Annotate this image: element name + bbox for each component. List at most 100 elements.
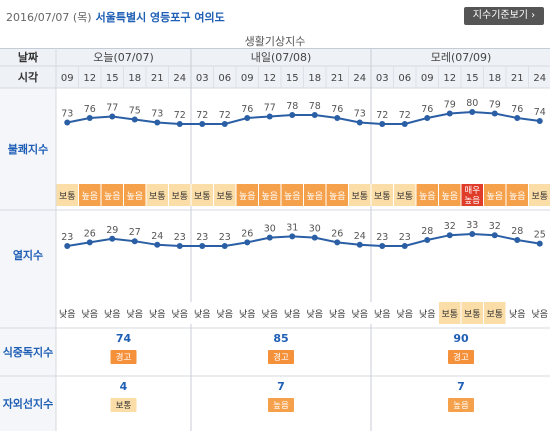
level-cell bbox=[349, 302, 371, 324]
data-point bbox=[446, 232, 453, 239]
level-cell bbox=[529, 184, 550, 206]
level-label: 높음 bbox=[329, 191, 346, 202]
level-label: 높음 bbox=[306, 191, 323, 202]
food-level-label: 경고 bbox=[453, 352, 469, 363]
data-point bbox=[401, 121, 408, 127]
data-point bbox=[469, 109, 476, 115]
hour-cell: 21 bbox=[511, 73, 524, 84]
value-label: 78 bbox=[286, 101, 298, 112]
food-value: 90 bbox=[453, 332, 469, 345]
data-point bbox=[514, 115, 521, 121]
date-column-label: 날짜 bbox=[18, 50, 39, 64]
level-label: 낮음 bbox=[194, 309, 211, 320]
value-label: 32 bbox=[489, 221, 501, 232]
data-point bbox=[424, 115, 431, 121]
level-label: 낮음 bbox=[216, 309, 233, 320]
value-label: 23 bbox=[376, 232, 388, 243]
level-cell bbox=[394, 302, 416, 324]
value-label: 23 bbox=[61, 232, 73, 243]
data-point bbox=[221, 121, 228, 127]
level-label: 높음 bbox=[441, 191, 458, 202]
hour-cell: 15 bbox=[106, 73, 119, 84]
hour-cell: 24 bbox=[173, 73, 186, 84]
value-label: 23 bbox=[174, 232, 186, 243]
uv-level-label: 보통 bbox=[116, 401, 132, 411]
level-cell bbox=[236, 184, 258, 206]
level-cell bbox=[101, 184, 123, 206]
level-label: 보통 bbox=[59, 191, 76, 202]
data-point bbox=[64, 243, 71, 249]
level-label: 보통 bbox=[396, 191, 413, 202]
value-label: 77 bbox=[264, 103, 276, 114]
hour-cell: 21 bbox=[151, 73, 164, 84]
level-cell bbox=[169, 184, 191, 206]
value-label: 76 bbox=[84, 104, 96, 115]
data-point bbox=[199, 243, 206, 249]
level-label: 낮음 bbox=[171, 309, 188, 320]
level-label: 높음 bbox=[509, 191, 526, 202]
value-label: 77 bbox=[106, 103, 118, 114]
level-cell bbox=[259, 302, 281, 324]
data-point bbox=[514, 237, 521, 243]
level-cell bbox=[214, 184, 236, 206]
level-cell bbox=[236, 302, 258, 324]
food-poisoning-index-label: 식중독지수 bbox=[3, 345, 54, 359]
data-point bbox=[311, 112, 318, 118]
hour-cell: 12 bbox=[83, 73, 96, 84]
level-cell bbox=[124, 184, 146, 206]
value-label: 73 bbox=[354, 109, 366, 120]
level-cell bbox=[79, 302, 101, 324]
data-point bbox=[311, 234, 318, 241]
hour-cell: 24 bbox=[353, 73, 366, 84]
level-cell bbox=[191, 184, 213, 206]
value-label: 26 bbox=[241, 228, 253, 239]
value-label: 74 bbox=[534, 107, 546, 118]
data-point bbox=[289, 233, 296, 240]
level-label: 낮음 bbox=[81, 309, 98, 320]
value-label: 27 bbox=[129, 227, 141, 238]
level-label: 낮음 bbox=[59, 309, 76, 320]
uv-level-badge bbox=[268, 398, 294, 412]
hour-cell: 12 bbox=[443, 73, 456, 84]
level-label: 낮음 bbox=[374, 309, 391, 320]
data-point bbox=[334, 115, 341, 121]
data-point bbox=[86, 239, 93, 246]
data-point bbox=[176, 243, 183, 249]
level-label: 낮음 bbox=[419, 309, 436, 320]
hour-cell: 15 bbox=[286, 73, 299, 84]
level-cell bbox=[281, 184, 303, 206]
value-label: 75 bbox=[129, 106, 141, 117]
hour-cell: 15 bbox=[466, 73, 479, 84]
uv-level-label: 높음 bbox=[273, 401, 289, 411]
hour-cell: 09 bbox=[421, 73, 434, 84]
level-label: 낮음 bbox=[509, 309, 526, 320]
level-cell bbox=[214, 302, 236, 324]
level-cell bbox=[461, 184, 483, 206]
value-label: 76 bbox=[331, 104, 343, 115]
data-point bbox=[446, 110, 453, 117]
level-label: 낮음 bbox=[284, 309, 301, 320]
index-criteria-button[interactable]: 지수기준보기 › bbox=[464, 7, 544, 25]
data-point bbox=[401, 243, 408, 249]
food-level-badge bbox=[110, 350, 137, 364]
data-point bbox=[221, 243, 228, 249]
level-cell bbox=[281, 302, 303, 324]
data-point bbox=[109, 113, 116, 120]
uv-value: 7 bbox=[277, 380, 285, 393]
value-label: 79 bbox=[444, 100, 456, 111]
level-cell bbox=[349, 184, 371, 206]
value-label: 31 bbox=[286, 222, 298, 233]
value-label: 28 bbox=[421, 226, 433, 237]
level-cell bbox=[146, 302, 168, 324]
location-label: 서울특별시 영등포구 여의도 bbox=[95, 11, 225, 24]
forecast-date-line: 2016/07/07 (목) 서울특별시 영등포구 여의도 bbox=[6, 9, 225, 25]
level-cell bbox=[304, 184, 326, 206]
value-label: 72 bbox=[376, 110, 388, 121]
table-caption: 생활기상지수 bbox=[244, 35, 306, 48]
value-label: 72 bbox=[174, 110, 186, 121]
hour-cell: 03 bbox=[196, 73, 209, 84]
data-point bbox=[334, 239, 341, 246]
level-label: 낮음 bbox=[104, 309, 121, 320]
hour-cell: 21 bbox=[331, 73, 344, 84]
uv-value: 7 bbox=[457, 380, 465, 393]
